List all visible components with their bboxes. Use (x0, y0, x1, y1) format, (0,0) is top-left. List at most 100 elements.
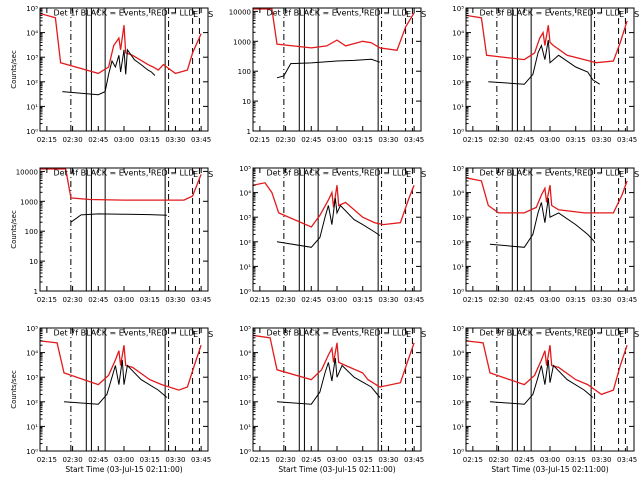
y-tick-label: 10³ (452, 214, 464, 222)
y-tick-label: 10¹ (452, 263, 464, 271)
x-tick-label: 02:30 (488, 456, 508, 464)
x-tick-label: 02:45 (301, 296, 321, 304)
y-tick-label: 10⁵ (239, 325, 251, 333)
x-tick-label: 02:45 (514, 296, 534, 304)
panel-title: Det 3f BLACK = Events, RED = LLD (479, 9, 620, 18)
panel-det-9f: E S 10⁰ 10¹ 10² 10³ 10⁴ 10⁵ 02:15 02:30 02:45 03:00… (452, 325, 639, 474)
x-tick-label: 03:00 (327, 136, 347, 144)
x-tick-label: 02:30 (275, 456, 295, 464)
x-tick-label: 02:15 (463, 456, 483, 464)
y-tick-label: 10⁵ (239, 165, 251, 173)
x-tick-label: 02:15 (250, 136, 270, 144)
panel-title: Det 8f BLACK = Events, RED = LLD (266, 329, 407, 338)
y-tick-label: 10 (29, 258, 38, 266)
x-tick-label: 02:15 (463, 296, 483, 304)
x-tick-label: 03:45 (404, 296, 424, 304)
y-tick-label: 10⁰ (26, 128, 38, 136)
y-tick-label: 10000 (16, 168, 38, 176)
series-line-lld (466, 177, 628, 214)
x-tick-label: 02:45 (301, 456, 321, 464)
x-tick-label: 03:15 (566, 456, 586, 464)
x-tick-label: 02:15 (250, 296, 270, 304)
series-line-lld (466, 14, 628, 64)
series-line-lld (253, 334, 415, 388)
panel-title: Det 5f BLACK = Events, RED = LLD (266, 169, 407, 178)
x-tick-label: 03:15 (140, 296, 160, 304)
series-line-lld (253, 182, 415, 228)
y-tick-label: 10² (239, 399, 251, 407)
y-tick-label: 10⁵ (452, 325, 464, 333)
series-line-events (488, 39, 600, 85)
y-tick-label: 10⁰ (452, 128, 464, 136)
marker-label-s: S (634, 10, 639, 19)
x-tick-label: 03:45 (617, 136, 637, 144)
series-line-events (489, 198, 595, 248)
x-axis-label: Start Time (03-Jul-15 02:11:00) (65, 465, 182, 474)
x-tick-label: 03:45 (191, 296, 211, 304)
y-tick-label: 10⁰ (239, 448, 251, 456)
marker-label-e: E (193, 330, 198, 339)
x-tick-label: 03:00 (114, 136, 134, 144)
series-line-events (276, 58, 381, 79)
y-tick-label: 10¹ (26, 423, 38, 431)
series-line-events (489, 359, 594, 405)
x-tick-label: 03:30 (165, 296, 185, 304)
y-axis-label: Counts/sec (10, 370, 18, 409)
panel-title: Det 2f BLACK = Events, RED = LLD (266, 9, 407, 18)
y-tick-label: 10⁴ (26, 30, 38, 38)
x-tick-label: 03:45 (617, 296, 637, 304)
y-tick-label: 10³ (239, 374, 251, 382)
y-tick-label: 1 (34, 288, 38, 296)
x-tick-label: 03:45 (617, 456, 637, 464)
x-tick-label: 03:30 (591, 456, 611, 464)
x-tick-label: 02:30 (275, 136, 295, 144)
panel-title: Det 4f BLACK = Events, RED = LLD (53, 169, 194, 178)
x-tick-label: 03:00 (540, 456, 560, 464)
x-tick-label: 02:30 (62, 456, 82, 464)
x-axis-label: Start Time (03-Jul-15 02:11:00) (491, 465, 608, 474)
y-tick-label: 10² (26, 399, 38, 407)
y-axis-label: Counts/sec (10, 210, 18, 249)
plot-frame (465, 7, 635, 132)
y-tick-label: 10⁵ (26, 325, 38, 333)
x-tick-label: 03:00 (114, 456, 134, 464)
y-tick-label: 10² (26, 79, 38, 87)
y-tick-label: 1 (247, 128, 251, 136)
x-tick-label: 02:45 (88, 456, 108, 464)
series-line-events (276, 358, 381, 405)
y-tick-label: 10⁵ (452, 165, 464, 173)
series-line-lld (40, 12, 202, 75)
x-tick-label: 03:30 (591, 136, 611, 144)
y-tick-label: 10¹ (239, 263, 251, 271)
x-tick-label: 02:45 (301, 136, 321, 144)
series-line-lld (40, 168, 202, 201)
y-axis-label: Counts/sec (10, 50, 18, 89)
y-tick-label: 10¹ (239, 423, 251, 431)
x-tick-label: 03:30 (165, 136, 185, 144)
x-axis-label: Start Time (03-Jul-15 02:11:00) (278, 465, 395, 474)
y-tick-label: 10⁴ (239, 190, 251, 198)
plot-frame (39, 167, 209, 292)
y-tick-label: 10² (452, 399, 464, 407)
x-tick-label: 02:30 (275, 296, 295, 304)
x-tick-label: 03:15 (353, 136, 373, 144)
y-tick-label: 10³ (452, 54, 464, 62)
marker-label-e: E (619, 10, 624, 19)
y-tick-label: 1000 (20, 198, 38, 206)
panel-title: Det 1f BLACK = Events, RED = LLD (53, 9, 194, 18)
x-tick-label: 03:15 (140, 456, 160, 464)
y-tick-label: 10¹ (26, 103, 38, 111)
series-line-lld (40, 340, 202, 391)
x-tick-label: 03:00 (114, 296, 134, 304)
marker-label-e: E (406, 330, 411, 339)
y-tick-label: 10⁰ (452, 448, 464, 456)
series-line-lld (253, 8, 415, 52)
series-line-lld (466, 340, 628, 396)
y-tick-label: 1000 (233, 38, 251, 46)
x-tick-label: 02:15 (37, 456, 57, 464)
series-line-events (62, 48, 156, 96)
marker-label-e: E (406, 170, 411, 179)
marker-label-s: S (634, 330, 639, 339)
x-tick-label: 03:15 (353, 456, 373, 464)
